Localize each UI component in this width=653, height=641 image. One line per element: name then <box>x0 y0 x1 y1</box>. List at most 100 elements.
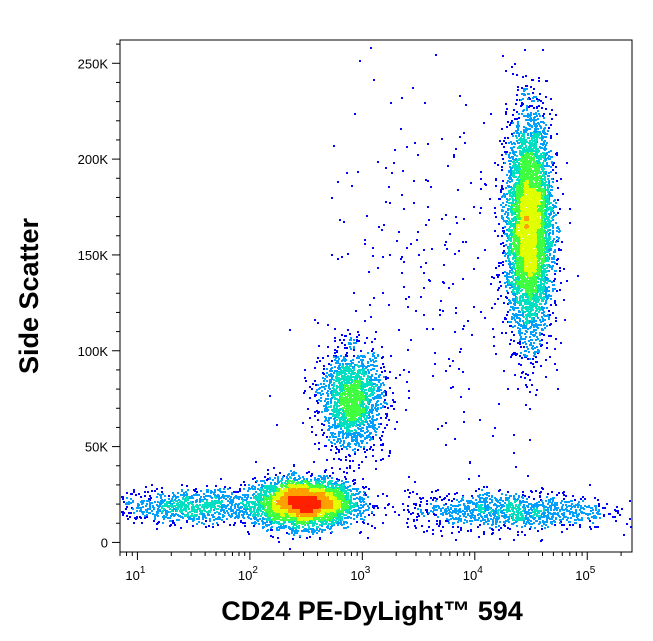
data-point <box>554 199 556 201</box>
data-point <box>306 537 308 539</box>
data-point <box>534 312 536 314</box>
data-point <box>314 394 316 396</box>
data-point <box>314 380 316 382</box>
data-point <box>544 165 546 167</box>
data-point <box>508 253 510 255</box>
data-point <box>539 125 541 127</box>
data-point <box>557 388 559 390</box>
data-point <box>555 206 557 208</box>
data-point <box>331 384 333 386</box>
data-point <box>387 377 389 379</box>
data-point <box>539 307 541 309</box>
data-point <box>377 404 379 406</box>
data-point <box>234 522 236 524</box>
data-point <box>197 494 199 496</box>
data-point <box>533 137 535 139</box>
data-point <box>362 435 364 437</box>
data-point <box>336 376 338 378</box>
data-point <box>475 509 477 511</box>
data-point <box>528 522 530 524</box>
data-point <box>548 290 550 292</box>
data-point <box>290 477 292 479</box>
data-point <box>592 522 594 524</box>
data-point <box>312 533 314 535</box>
data-point <box>234 507 236 509</box>
data-point <box>351 494 353 496</box>
data-point <box>533 113 535 115</box>
data-point <box>360 518 362 520</box>
data-point <box>509 175 511 177</box>
data-point <box>382 363 384 365</box>
data-point <box>353 292 355 294</box>
data-point <box>497 501 499 503</box>
data-point <box>441 535 443 537</box>
data-point <box>276 529 278 531</box>
data-point <box>293 534 295 536</box>
data-point <box>309 536 311 538</box>
data-point <box>327 477 329 479</box>
data-point <box>508 497 510 499</box>
data-point <box>316 400 318 402</box>
data-point <box>231 513 233 515</box>
data-point <box>365 486 367 488</box>
data-point <box>314 415 316 417</box>
data-point <box>597 499 599 501</box>
data-point <box>347 526 349 528</box>
data-point <box>556 494 558 496</box>
data-point <box>226 518 228 520</box>
data-point <box>194 509 196 511</box>
data-point <box>533 123 535 125</box>
data-point <box>569 524 571 526</box>
data-point <box>328 386 330 388</box>
data-point <box>575 509 577 511</box>
data-point <box>474 515 476 517</box>
data-point <box>444 244 446 246</box>
data-point <box>380 407 382 409</box>
data-point <box>213 492 215 494</box>
data-point <box>227 488 229 490</box>
data-point <box>367 402 369 404</box>
data-point <box>252 522 254 524</box>
data-point <box>547 178 549 180</box>
data-point <box>230 506 232 508</box>
data-point <box>542 49 544 51</box>
data-point <box>394 428 396 430</box>
data-point <box>579 524 581 526</box>
data-point <box>369 503 371 505</box>
data-point <box>326 372 328 374</box>
data-point <box>338 374 340 376</box>
data-point <box>277 479 279 481</box>
data-point <box>531 384 533 386</box>
data-point <box>210 492 212 494</box>
data-point <box>549 356 551 358</box>
data-point <box>545 144 547 146</box>
data-point <box>497 235 499 237</box>
data-point <box>168 498 170 500</box>
data-point <box>626 523 628 525</box>
data-point <box>154 514 156 516</box>
data-point <box>493 336 495 338</box>
data-point <box>289 329 291 331</box>
data-point <box>191 513 193 515</box>
data-point <box>502 210 504 212</box>
data-point <box>282 527 284 529</box>
data-point <box>365 421 367 423</box>
data-point <box>205 495 207 497</box>
data-point <box>508 321 510 323</box>
data-point <box>551 162 553 164</box>
data-point <box>551 245 553 247</box>
data-point <box>342 437 344 439</box>
data-point <box>315 391 317 393</box>
data-point <box>172 500 174 502</box>
data-point <box>214 512 216 514</box>
data-point <box>149 508 151 510</box>
data-point <box>159 509 161 511</box>
data-point <box>323 383 325 385</box>
data-point <box>502 158 504 160</box>
data-point <box>334 415 336 417</box>
data-point <box>423 531 425 533</box>
data-point <box>621 508 623 510</box>
data-point <box>480 171 482 173</box>
data-point <box>237 517 239 519</box>
